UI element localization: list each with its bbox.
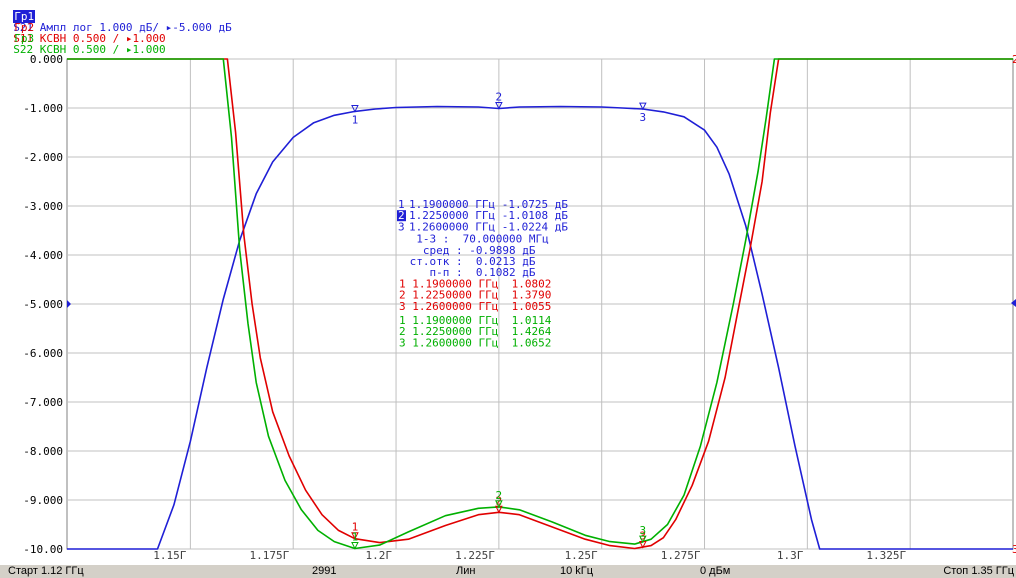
status-stop[interactable]: Стоп 1.35 ГГц [943, 565, 1014, 577]
marker-row-s22: 3 1.2600000 ГГц 1.0652 [399, 336, 551, 349]
marker-row-s21: 1.2250000 ГГц -1.0108 дБ [409, 209, 568, 222]
x-tick-label: 1.275Г [661, 549, 701, 562]
trace-label-2[interactable]: Гр2 [14, 21, 35, 34]
x-tick-label: 1.3Г [777, 549, 804, 562]
y-tick-label: -6.000 [23, 347, 63, 360]
trace-desc-1: S21 Ампл лог 1.000 дБ/ ▸-5.000 дБ [13, 21, 232, 34]
status-sweep[interactable]: Лин [456, 565, 476, 577]
x-tick-label: 1.15Г [153, 549, 186, 562]
edge-label: 2 [1012, 53, 1016, 66]
marker-row-s21: 1.2600000 ГГц -1.0224 дБ [409, 220, 568, 233]
marker-s22-1[interactable] [351, 542, 359, 550]
status-points[interactable]: 2991 [312, 565, 337, 577]
y-tick-label: -3.000 [23, 200, 63, 213]
x-tick-label: 1.225Г [455, 549, 495, 562]
marker-row-s11: 3 1.2600000 ГГц 1.0055 [399, 300, 551, 313]
trace-desc-2: S11 КСВН 0.500 / ▸1.000 [13, 32, 166, 45]
x-tick-label: 1.175Г [249, 549, 289, 562]
active-marker-box [397, 210, 406, 222]
marker-row-s22: 2 1.2250000 ГГц 1.4264 [399, 325, 552, 338]
marker-s11-1[interactable] [351, 532, 359, 540]
edge-label: 3 [1012, 543, 1016, 556]
x-tick-label: 1.325Г [866, 549, 906, 562]
marker-s21-1[interactable] [351, 105, 359, 113]
marker-stat: 1-3 : 70.000000 МГц [403, 233, 549, 246]
status-bar: Старт 1.12 ГГц 2991 Лин 10 kГц 0 дБм Сто… [0, 565, 1016, 578]
marker-s21-2[interactable] [495, 102, 503, 110]
edge-indicators: 23 [67, 53, 1016, 556]
y-tick-label: -5.000 [23, 298, 63, 311]
marker-table: 1 1.1900000 ГГц -1.0725 дБ 2 1.2250000 ГГц … [397, 198, 568, 349]
status-ifbw[interactable]: 10 kГц [560, 565, 594, 577]
y-tick-label: -2.000 [23, 151, 63, 164]
marker-num: 1 [398, 198, 405, 211]
marker-s21-3[interactable] [639, 102, 647, 111]
marker-row-s11: 1 1.1900000 ГГц 1.0802 [399, 277, 551, 290]
marker-label[interactable]: 1 [352, 521, 359, 534]
marker-label[interactable]: 1 [352, 531, 359, 544]
y-tick-label: -10.00 [23, 543, 63, 556]
marker-s22-2[interactable] [495, 500, 503, 508]
chart-grid [66, 58, 1014, 550]
y-tick-label: -8.000 [23, 445, 63, 458]
marker-row-s11: 2 1.2250000 ГГц 1.3790 [399, 289, 551, 302]
marker-label[interactable]: 3 [640, 111, 647, 124]
y-tick-label: -7.000 [23, 396, 63, 409]
status-power[interactable]: 0 дБм [700, 565, 731, 577]
marker-label[interactable]: 3 [640, 524, 647, 537]
marker-s22-3[interactable] [639, 535, 647, 544]
ref-level-left [67, 300, 71, 308]
sparameter-chart[interactable]: 0.000 -1.000 -2.000 -3.000 -4.000 -5.000 -6.00… [0, 0, 1016, 565]
x-axis: 1.15Г 1.175Г 1.2Г 1.225Г 1.25Г 1.275Г 1.3Г 1.32… [153, 549, 906, 562]
y-tick-label: 0.000 [30, 53, 63, 66]
trace-label-1[interactable]: Гр1 [13, 10, 36, 23]
y-axis: 0.000 -1.000 -2.000 -3.000 -4.000 -5.000 -6.00… [23, 53, 63, 556]
y-tick-label: -1.000 [23, 102, 63, 115]
marker-num: 2 [398, 209, 405, 222]
marker-stat: п-п : 0.1082 дБ [403, 266, 536, 279]
x-tick-label: 1.2Г [366, 549, 393, 562]
marker-stat: ст.отк : 0.0213 дБ [403, 255, 536, 268]
marker-stat: сред : -0.9898 дБ [403, 244, 536, 257]
trace-header-3[interactable]: Гр3 S22 КСВН 0.500 / ▸1.000 [0, 22, 166, 56]
x-tick-label: 1.25Г [565, 549, 598, 562]
y-tick-label: -9.000 [23, 494, 63, 507]
trace-header-1[interactable]: Гр1 S21 Ампл лог 1.000 дБ/ ▸-5.000 дБ [0, 0, 232, 33]
trace-label-3[interactable]: Гр3 [14, 32, 35, 45]
marker-label[interactable]: 2 [496, 489, 503, 502]
ref-level-right [1011, 299, 1016, 307]
y-tick-label: -4.000 [23, 249, 63, 262]
trace-s11 [67, 58, 1013, 550]
marker-row-s22: 1 1.1900000 ГГц 1.0114 [399, 314, 552, 327]
trace-header-2[interactable]: Гр2 S11 КСВН 0.500 / ▸1.000 [0, 11, 166, 45]
marker-label[interactable]: 1 [352, 114, 359, 127]
marker-row-s21: 1.1900000 ГГц -1.0725 дБ [409, 198, 568, 211]
marker-num: 3 [398, 220, 405, 233]
trace-desc-3: S22 КСВН 0.500 / ▸1.000 [13, 43, 166, 56]
status-start[interactable]: Старт 1.12 ГГц [8, 565, 84, 577]
marker-label[interactable]: 2 [496, 91, 503, 104]
